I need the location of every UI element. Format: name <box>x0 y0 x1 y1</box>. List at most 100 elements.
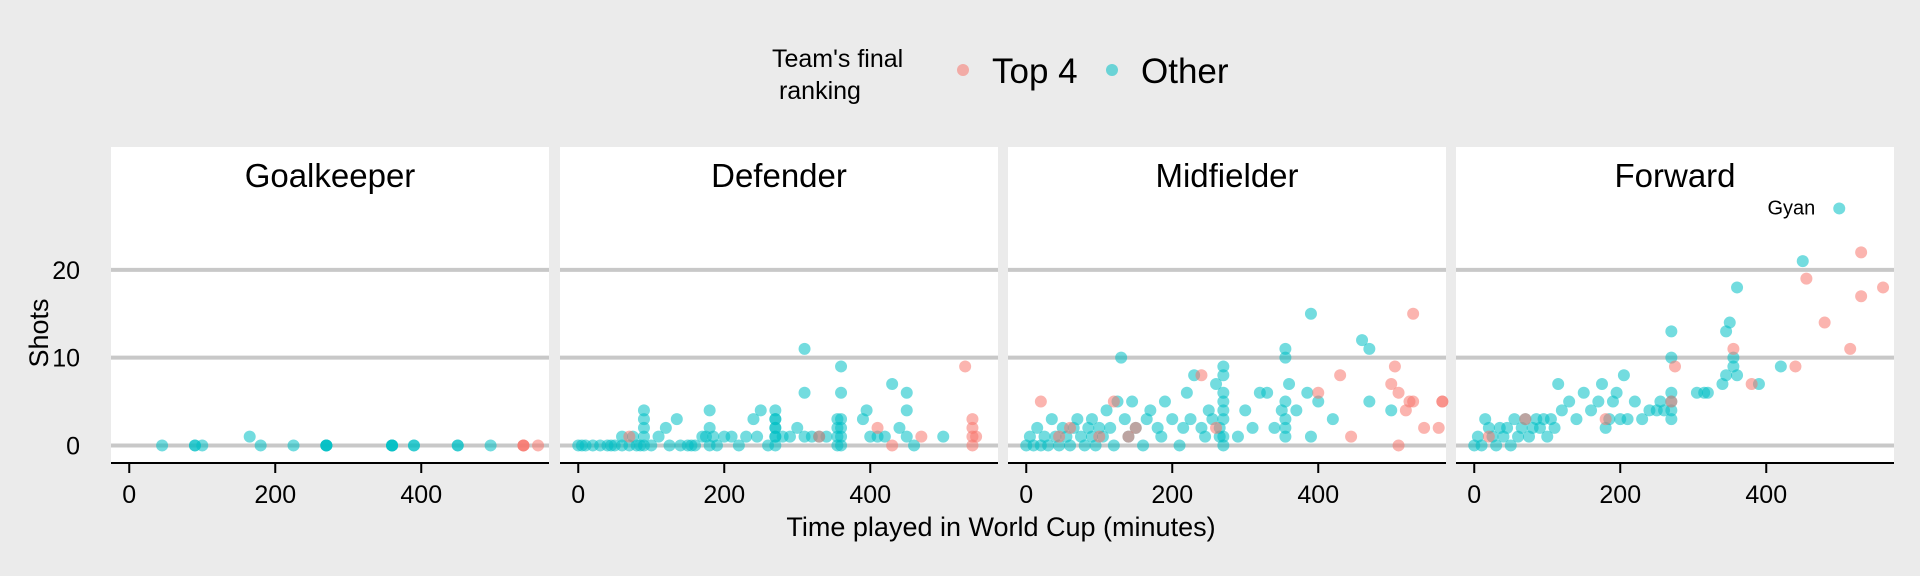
point-midfielder-other-69 <box>1279 413 1292 426</box>
point-forward-other-60 <box>1731 281 1744 294</box>
point-midfielder-other-32 <box>1137 439 1150 452</box>
point-defender-other-39 <box>747 413 760 426</box>
point-midfielder-other-81 <box>1363 395 1376 408</box>
point-midfielder-other-54 <box>1217 386 1230 399</box>
point-midfielder-top-4-13 <box>1388 360 1401 373</box>
point-forward-other-2 <box>1475 439 1488 452</box>
point-midfielder-other-64 <box>1268 421 1281 434</box>
x-tick-label-400-forward: 400 <box>1745 481 1787 509</box>
point-forward-other-63 <box>1796 255 1809 268</box>
point-forward-other-6 <box>1490 439 1503 452</box>
point-midfielder-other-82 <box>1385 404 1398 417</box>
point-defender-other-78 <box>900 386 913 399</box>
legend-title-line-2: ranking <box>772 77 861 105</box>
point-forward-other-57 <box>1727 351 1740 364</box>
point-defender-other-17 <box>637 413 650 426</box>
point-forward-top-4-1 <box>1519 413 1532 426</box>
point-defender-top-4-6 <box>966 413 979 426</box>
point-midfielder-other-16 <box>1078 439 1091 452</box>
x-tick-label-400-defender: 400 <box>849 481 891 509</box>
point-midfielder-other-37 <box>1158 395 1171 408</box>
legend-label-top-4: Top 4 <box>992 52 1078 91</box>
x-tick-label-400-goalkeeper: 400 <box>400 481 442 509</box>
x-tick-label-0-goalkeeper: 0 <box>122 481 136 509</box>
point-midfielder-other-9 <box>1053 439 1066 452</box>
point-forward-other-36 <box>1617 369 1630 382</box>
point-defender-other-38 <box>740 430 753 443</box>
legend-title-line-1: Team's final <box>772 45 903 73</box>
point-forward-top-4-11 <box>1855 246 1868 259</box>
point-midfielder-other-75 <box>1304 307 1317 320</box>
point-midfielder-top-4-8 <box>1210 421 1223 434</box>
point-defender-other-80 <box>908 439 921 452</box>
point-midfielder-top-4-22 <box>1407 395 1420 408</box>
point-goalkeeper-other-0 <box>156 439 169 452</box>
panel-forward: 0 200 400 Forward Gyan <box>1456 147 1894 509</box>
point-midfielder-top-4-23 <box>1392 386 1405 399</box>
point-defender-other-53 <box>791 421 804 434</box>
point-midfielder-top-4-19 <box>1432 421 1445 434</box>
point-midfielder-other-7 <box>1045 413 1058 426</box>
point-forward-other-25 <box>1563 395 1576 408</box>
point-defender-other-20 <box>652 430 665 443</box>
point-goalkeeper-other-18 <box>451 439 464 452</box>
point-midfielder-top-4-9 <box>1312 386 1325 399</box>
point-midfielder-other-72 <box>1283 378 1296 390</box>
point-midfielder-other-55 <box>1217 369 1230 382</box>
legend: Team's final ranking Top 4 Other <box>772 45 1229 105</box>
point-goalkeeper-other-14 <box>386 439 399 452</box>
point-midfielder-top-4-11 <box>1345 430 1358 443</box>
point-forward-other-9 <box>1501 421 1514 434</box>
point-forward-other-39 <box>1636 413 1649 426</box>
point-midfielder-other-68 <box>1279 395 1292 408</box>
point-midfielder-other-70 <box>1279 421 1292 434</box>
point-defender-top-4-10 <box>970 430 983 443</box>
point-midfielder-other-34 <box>1144 404 1157 417</box>
point-goalkeeper-other-6 <box>287 439 300 452</box>
point-midfielder-other-42 <box>1184 413 1197 426</box>
point-forward-other-62 <box>1774 360 1787 373</box>
point-midfielder-other-79 <box>1356 334 1369 347</box>
point-midfielder-other-39 <box>1173 439 1186 452</box>
x-tick-label-0-forward: 0 <box>1467 481 1481 509</box>
panel-defender: 0 200 400 Defender <box>560 147 998 509</box>
point-defender-other-69 <box>835 439 848 452</box>
point-defender-other-15 <box>637 430 650 443</box>
legend-label-other: Other <box>1141 52 1229 91</box>
point-midfielder-other-78 <box>1326 413 1339 426</box>
point-defender-other-64 <box>835 360 848 373</box>
panel-goalkeeper: 0 200 400 Goalkeeper <box>111 147 549 509</box>
point-defender-top-4-2 <box>871 421 884 434</box>
facet-title-goalkeeper: Goalkeeper <box>245 157 416 194</box>
point-forward-other-44 <box>1665 325 1678 338</box>
point-defender-top-4-3 <box>886 439 899 452</box>
point-forward-other-54 <box>1720 369 1733 382</box>
point-defender-other-77 <box>900 430 913 443</box>
point-midfielder-other-66 <box>1279 342 1292 355</box>
x-tick-label-200-goalkeeper: 200 <box>254 481 296 509</box>
point-midfielder-other-76 <box>1304 430 1317 443</box>
point-midfielder-other-40 <box>1177 421 1190 434</box>
y-tick-label-20: 20 <box>52 257 80 285</box>
point-midfielder-top-4-1 <box>1053 430 1066 443</box>
point-defender-other-52 <box>783 430 796 443</box>
point-midfielder-other-59 <box>1231 430 1244 443</box>
point-forward-top-4-2 <box>1599 413 1612 426</box>
point-defender-other-19 <box>645 439 658 452</box>
point-midfielder-other-60 <box>1239 404 1252 417</box>
point-midfielder-top-4-4 <box>1107 395 1120 408</box>
y-axis-title: Shots <box>24 298 54 367</box>
point-midfielder-top-4-12 <box>1385 378 1398 390</box>
point-defender-other-16 <box>637 421 650 434</box>
point-midfielder-top-4-14 <box>1392 439 1405 452</box>
point-forward-other-22 <box>1548 421 1561 434</box>
y-tick-label-10: 10 <box>52 345 80 373</box>
point-defender-other-21 <box>659 421 672 434</box>
legend-key-top-4 <box>957 64 969 76</box>
point-midfielder-other-52 <box>1217 404 1230 417</box>
point-defender-other-68 <box>835 430 848 443</box>
point-forward-other-59 <box>1731 369 1744 382</box>
point-defender-other-56 <box>798 386 811 399</box>
facet-title-midfielder: Midfielder <box>1155 157 1298 194</box>
point-forward-other-26 <box>1570 413 1583 426</box>
